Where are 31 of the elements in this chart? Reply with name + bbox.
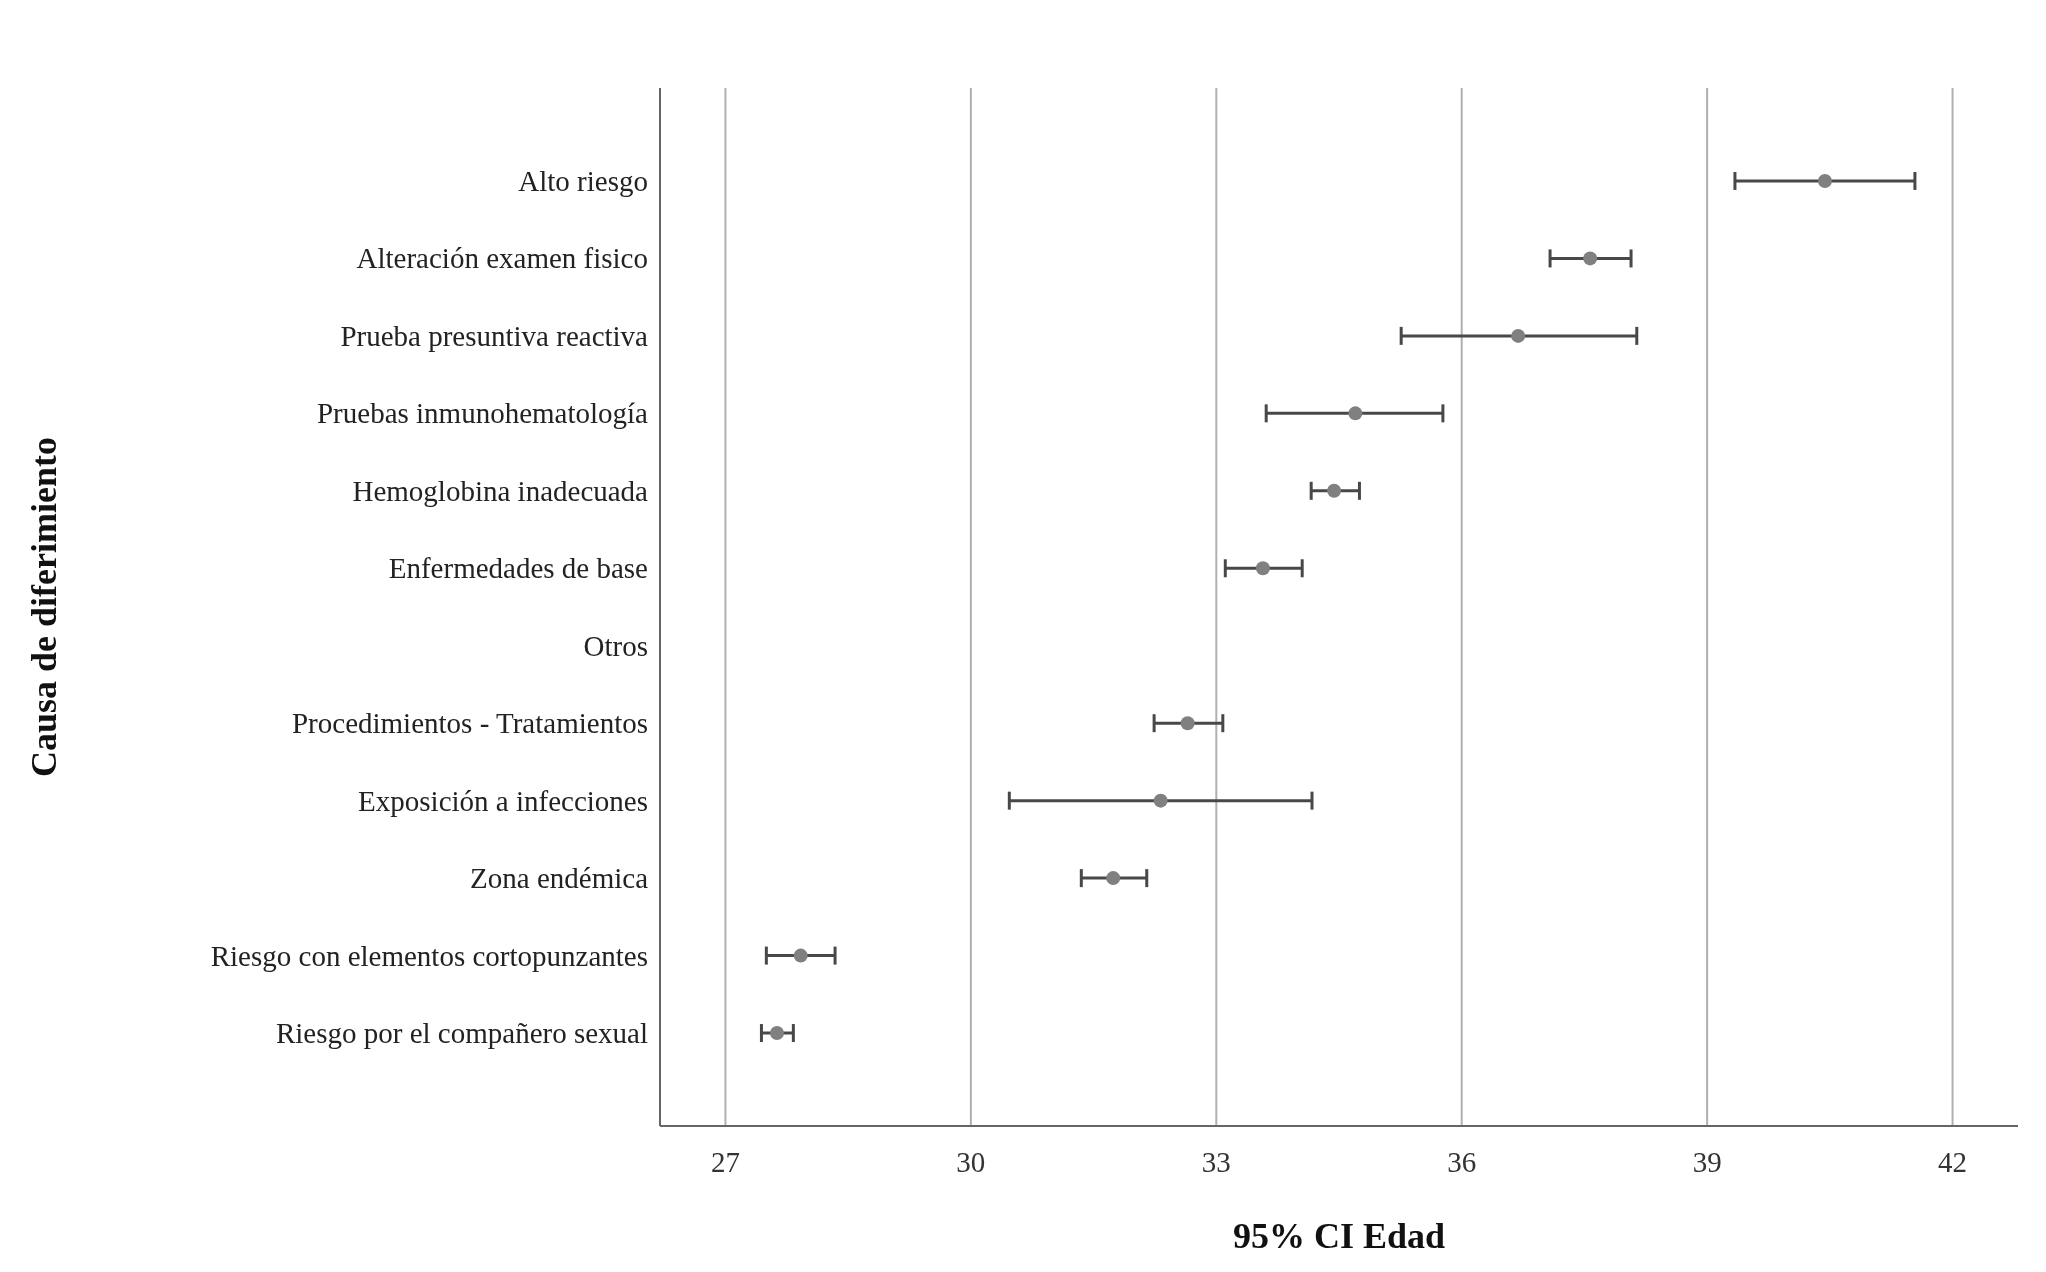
y-tick-label: Riesgo con elementos cortopunzantes — [210, 939, 648, 972]
y-tick-label: Exposición a infecciones — [358, 784, 648, 817]
y-tick-label: Hemoglobina inadecuada — [352, 474, 649, 507]
y-axis-title: Causa de diferimiento — [24, 437, 64, 777]
y-tick-label: Otros — [583, 629, 648, 662]
point — [769, 1026, 784, 1041]
y-tick-label: Alteración examen fisico — [356, 242, 648, 275]
x-tick-label: 36 — [1447, 1146, 1477, 1178]
y-tick-label: Pruebas inmunohematología — [316, 397, 649, 430]
point — [1106, 871, 1121, 886]
y-tick-label: Riesgo por el compañero sexual — [275, 1017, 648, 1050]
point — [1348, 406, 1363, 421]
point — [1180, 716, 1195, 731]
x-tick-label: 42 — [1938, 1146, 1968, 1178]
point — [1583, 251, 1598, 266]
point — [793, 948, 808, 963]
y-tick-label: Zona endémica — [470, 862, 649, 895]
x-tick-label: 27 — [710, 1146, 740, 1178]
y-tick-label: Alto riesgo — [518, 164, 648, 197]
x-tick-label: 33 — [1201, 1146, 1231, 1178]
point — [1153, 793, 1168, 808]
y-tick-label: Prueba presuntiva reactiva — [340, 319, 649, 352]
x-axis-title: 95% CI Edad — [1232, 1216, 1446, 1256]
y-tick-label: Enfermedades de base — [388, 552, 648, 585]
y-tick-label: Procedimientos - Tratamientos — [291, 707, 648, 740]
x-tick-label: 30 — [956, 1146, 986, 1178]
point — [1327, 483, 1342, 498]
x-tick-label: 39 — [1692, 1146, 1722, 1178]
point — [1511, 328, 1526, 343]
point — [1817, 173, 1832, 188]
point — [1255, 561, 1270, 576]
